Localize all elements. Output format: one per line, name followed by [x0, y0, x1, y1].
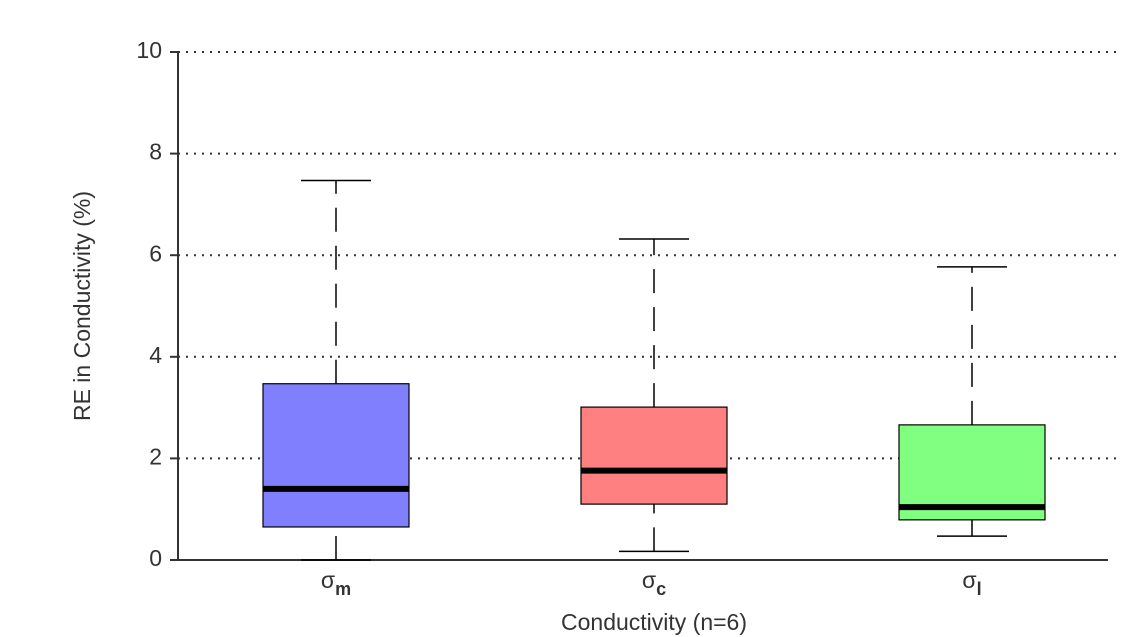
category-subscript: l: [977, 579, 982, 599]
x-tick-label: σc: [642, 567, 666, 599]
x-tick-label: σl: [962, 567, 981, 599]
y-axis-label: RE in Conductivity (%): [69, 191, 95, 421]
y-tick-label: 8: [149, 139, 162, 165]
box: [262, 383, 410, 528]
category-symbol: σ: [321, 567, 335, 593]
x-tick-label: σm: [321, 567, 351, 599]
category-symbol: σ: [642, 567, 656, 593]
box: [580, 406, 728, 505]
category-subscript: m: [335, 579, 351, 599]
y-tick-label: 6: [149, 240, 162, 266]
category-symbol: σ: [962, 567, 976, 593]
x-axis-label: Conductivity (n=6): [561, 609, 747, 635]
category-subscript: c: [656, 579, 666, 599]
y-tick-label: 0: [149, 545, 162, 571]
y-tick-label: 2: [149, 443, 162, 469]
y-tick-label: 4: [149, 342, 162, 368]
box: [898, 424, 1046, 521]
y-tick-label: 10: [136, 37, 162, 63]
